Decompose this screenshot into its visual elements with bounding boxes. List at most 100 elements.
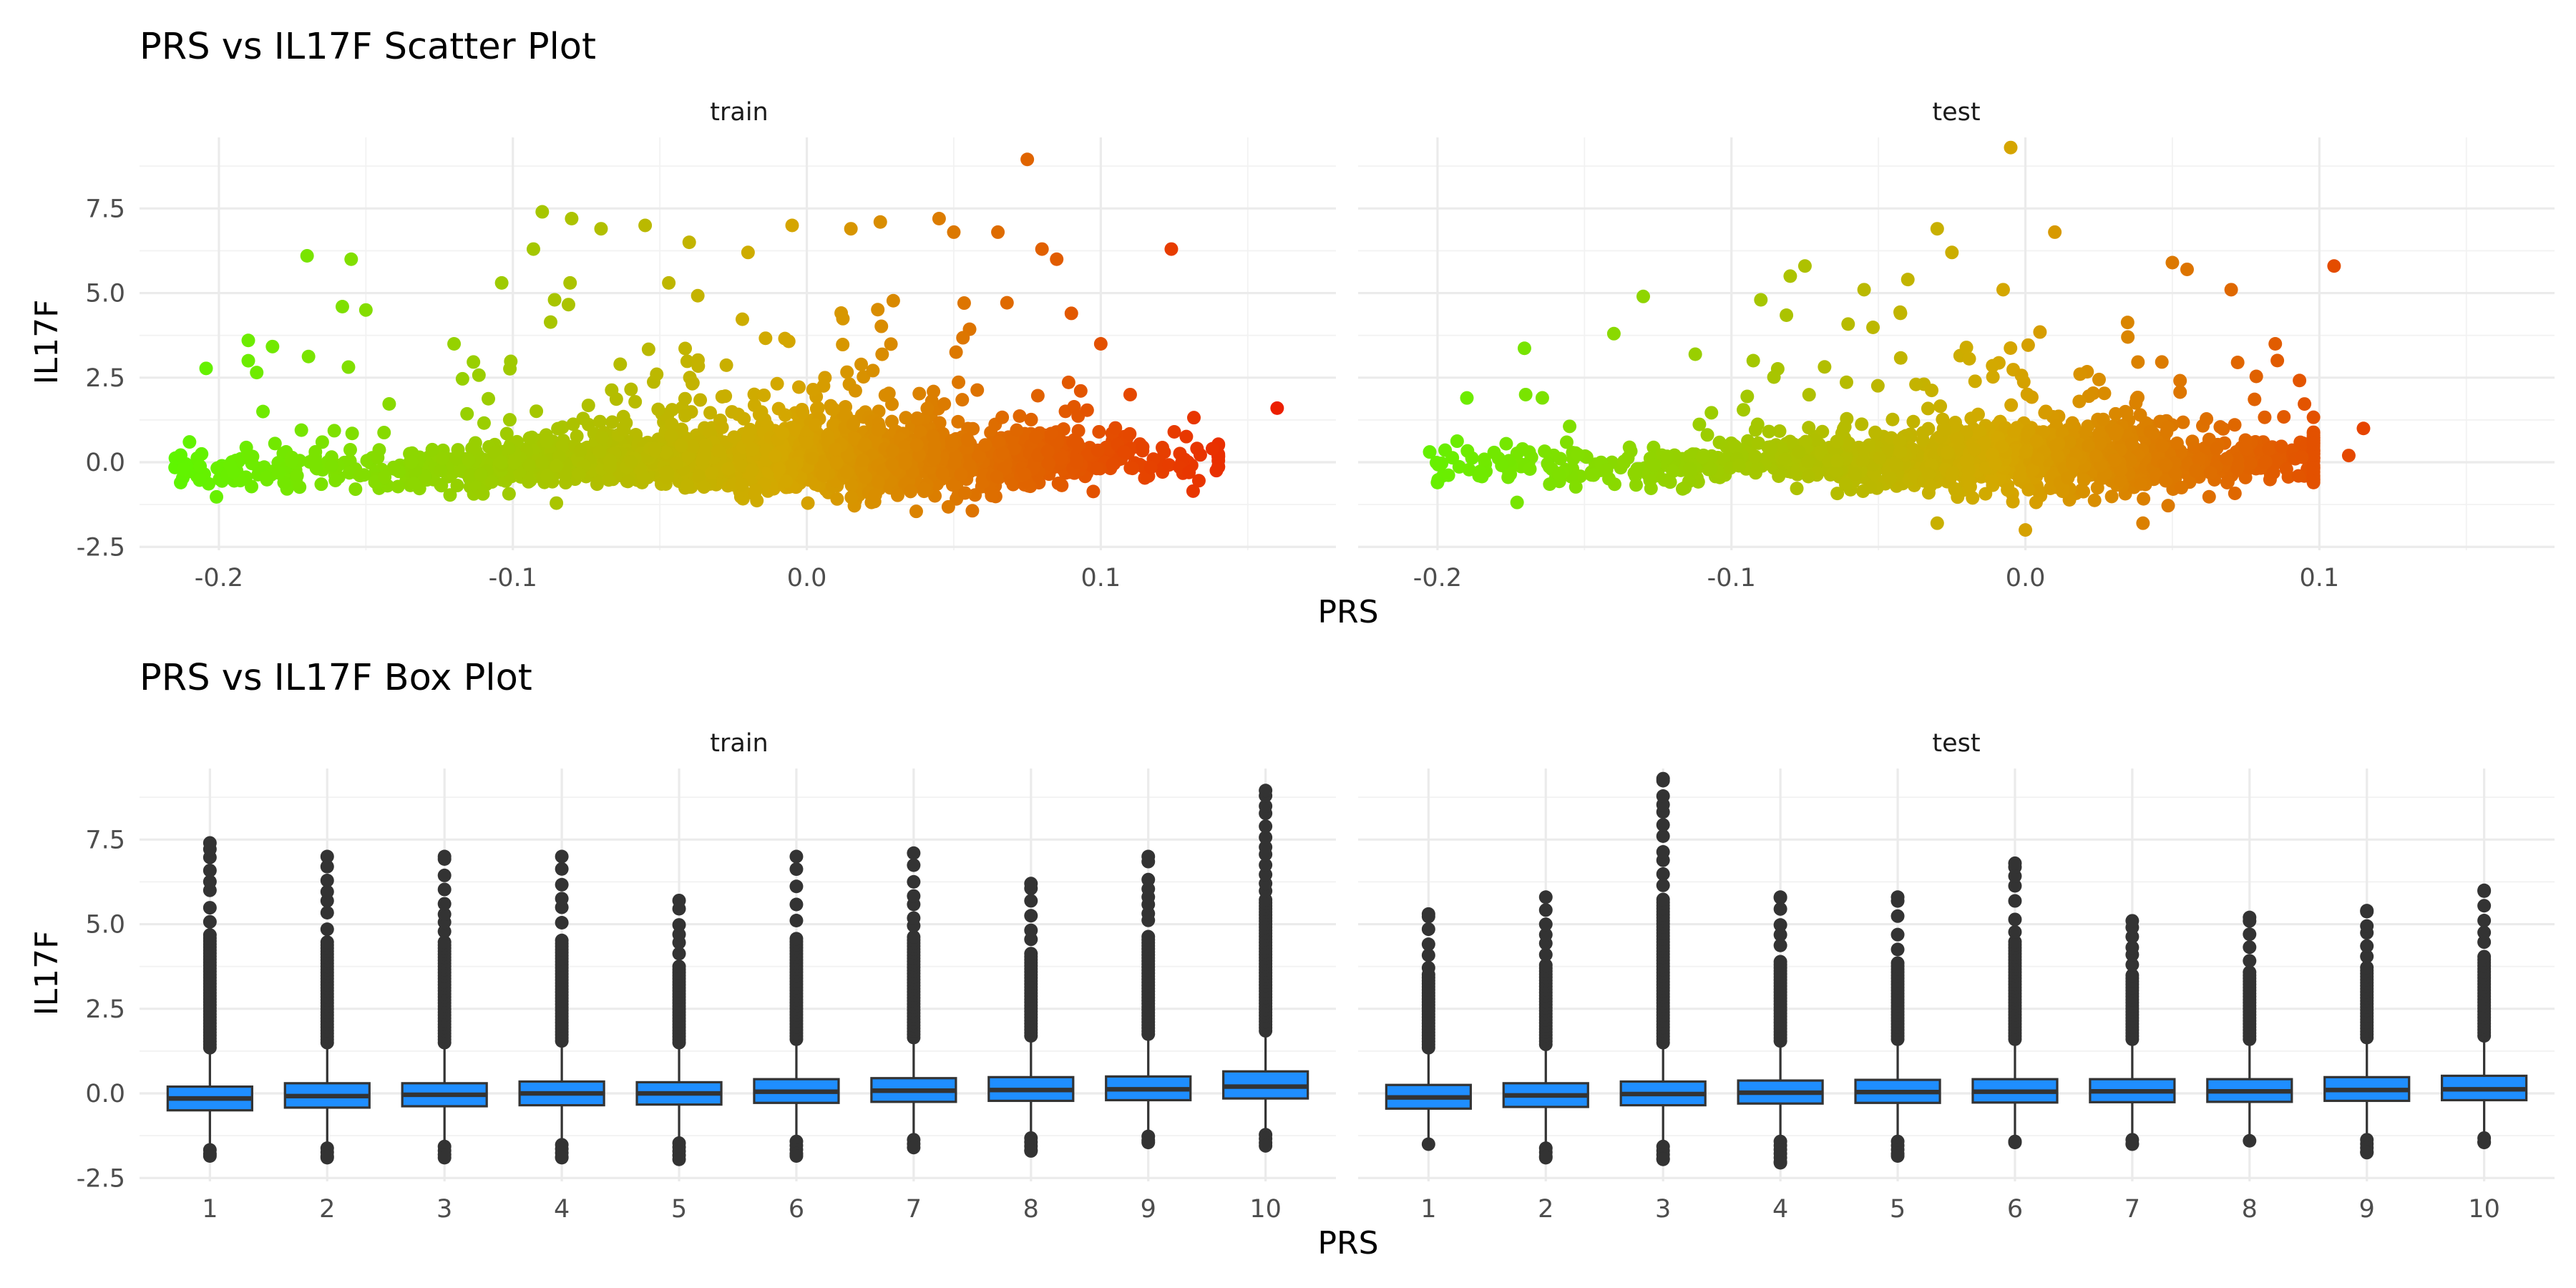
scatter-point: [2137, 492, 2151, 506]
scatter-point: [468, 436, 482, 450]
scatter-point: [651, 402, 665, 416]
scatter-point: [1123, 426, 1137, 441]
scatter-point: [691, 359, 706, 374]
outlier-point: [1656, 789, 1670, 803]
scatter-point: [1606, 326, 1621, 341]
scatter-point: [260, 470, 274, 484]
scatter-point: [958, 486, 972, 500]
scatter-point: [1186, 411, 1201, 425]
scatter-point: [836, 338, 850, 352]
scatter-point: [371, 451, 385, 465]
scatter-point: [2228, 418, 2242, 432]
scatter-point: [460, 406, 474, 421]
scatter-point: [838, 400, 852, 414]
scatter-point: [2243, 456, 2258, 470]
scatter-point: [682, 235, 696, 250]
scatter-point: [1061, 375, 1075, 389]
outlier-point: [907, 858, 921, 872]
scatter-point: [2291, 469, 2306, 483]
outlier-point: [555, 862, 569, 876]
scatter-point: [951, 414, 965, 429]
scatter-point: [174, 475, 188, 489]
scatter-point: [1503, 467, 1518, 482]
outlier-point: [1773, 890, 1787, 904]
outlier-point: [907, 911, 921, 925]
box-x-axis-title: PRS: [1317, 1225, 1378, 1262]
scatter-point: [1916, 433, 1930, 447]
scatter-point: [2230, 356, 2245, 370]
scatter-point: [1010, 423, 1024, 437]
x-tick-label: -0.2: [1413, 564, 1462, 592]
scatter-point: [1080, 403, 1094, 417]
scatter-point: [1007, 441, 1021, 456]
scatter-point: [2248, 392, 2262, 406]
scatter-point: [1477, 452, 1491, 467]
scatter-point: [290, 469, 304, 483]
scatter-point: [752, 407, 766, 421]
scatter-point: [1783, 269, 1797, 283]
y-tick-label: 5.0: [85, 280, 125, 308]
scatter-point: [192, 473, 207, 487]
scatter-point: [425, 442, 439, 457]
scatter-point: [447, 337, 462, 351]
x-tick-label: 1: [1420, 1195, 1436, 1224]
scatter-point: [770, 376, 784, 391]
scatter-point: [1728, 439, 1742, 454]
x-tick-label: 10: [2468, 1195, 2500, 1224]
scatter-point: [522, 431, 537, 445]
outlier-point: [672, 893, 686, 907]
box-2: [283, 849, 371, 1165]
scatter-point: [741, 431, 755, 445]
scatter-point: [1780, 308, 1794, 322]
scatter-point: [328, 473, 343, 487]
scatter-point: [1156, 441, 1170, 455]
scatter-point: [2107, 453, 2122, 467]
box-facet-label-train: train: [710, 729, 768, 758]
y-tick-label: 7.5: [85, 195, 125, 223]
scatter-point: [741, 245, 755, 260]
scatter-point: [1622, 440, 1636, 454]
scatter-point: [1070, 454, 1084, 469]
scatter-point: [2029, 495, 2043, 509]
scatter-point: [779, 474, 794, 489]
scatter-point: [734, 477, 748, 492]
scatter-point: [1092, 424, 1106, 439]
outlier-point: [1141, 872, 1156, 887]
scatter-point: [1487, 445, 1501, 459]
scatter-point: [250, 366, 264, 380]
scatter-point: [1030, 389, 1045, 403]
scatter-point: [1856, 484, 1870, 498]
scatter-point: [691, 288, 705, 303]
scatter-point: [1070, 436, 1085, 450]
scatter-point: [1445, 451, 1460, 465]
scatter-point: [799, 436, 814, 450]
scatter-point: [972, 449, 987, 463]
scatter-point: [1080, 448, 1094, 462]
scatter-point: [210, 489, 224, 504]
scatter-point: [991, 225, 1005, 239]
scatter-point: [1465, 451, 1479, 465]
scatter-point: [1086, 484, 1101, 499]
scatter-point: [503, 361, 517, 376]
scatter-point: [2258, 410, 2272, 424]
scatter-point: [1423, 445, 1437, 459]
outlier-point: [789, 1149, 804, 1163]
scatter-point: [776, 426, 790, 440]
scatter-point: [1830, 454, 1845, 468]
scatter-point: [1748, 423, 1762, 437]
outlier-point: [1024, 877, 1038, 891]
scatter-point: [2298, 397, 2312, 411]
scatter-point: [245, 457, 259, 471]
scatter-point: [1430, 475, 1445, 489]
outlier-point: [320, 935, 334, 950]
y-tick-label: 2.5: [85, 995, 125, 1024]
scatter-point: [1740, 389, 1755, 404]
scatter-point: [543, 315, 557, 329]
outlier-point: [1656, 771, 1670, 786]
scatter-point: [947, 225, 961, 239]
outlier-point: [1656, 867, 1670, 881]
scatter-point: [1108, 421, 1123, 435]
box-7: [870, 846, 957, 1155]
scatter-point: [1000, 296, 1014, 310]
scatter-point: [1986, 447, 2000, 462]
